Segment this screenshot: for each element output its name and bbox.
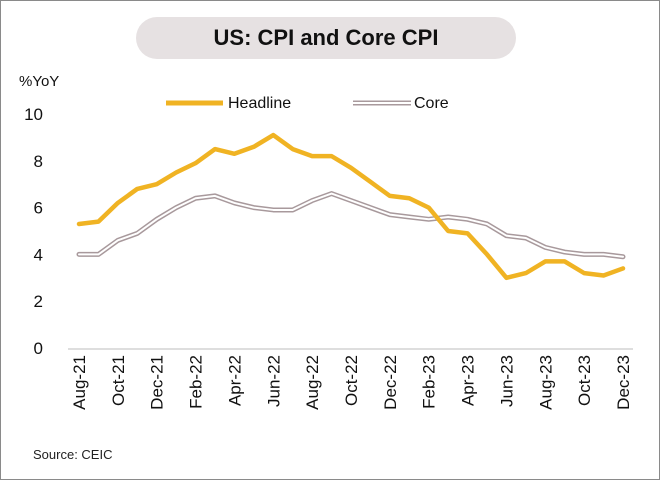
legend-label-core: Core <box>414 95 449 112</box>
x-tick-label: Apr-23 <box>459 355 478 406</box>
y-tick-label: 0 <box>34 339 43 358</box>
y-tick-label: 4 <box>34 245 43 264</box>
x-tick-label: Dec-22 <box>381 355 400 410</box>
x-tick-label: Aug-21 <box>70 355 89 410</box>
series-line-core <box>79 194 623 257</box>
x-axis: Aug-21 Oct-21 Dec-21 Feb-22 Apr-22 Jun-22 Aug-… <box>68 349 633 410</box>
source-note: Source: CEIC <box>33 447 112 462</box>
x-tick-label: Jun-23 <box>497 355 516 407</box>
y-tick-label: 6 <box>34 199 43 218</box>
series-lines <box>79 135 623 278</box>
x-tick-label: Apr-22 <box>225 355 244 406</box>
chart-frame: US: CPI and Core CPI Headline Core %YoY 0… <box>0 0 660 480</box>
y-tick-label: 10 <box>24 105 43 124</box>
cpi-line-chart: Headline Core %YoY 0 2 4 6 8 10 Aug-21 Oct-21 De… <box>1 1 660 481</box>
series-line-headline <box>79 135 623 278</box>
legend-label-headline: Headline <box>228 95 291 112</box>
x-tick-label: Dec-21 <box>148 355 167 410</box>
x-tick-label: Oct-22 <box>342 355 361 406</box>
x-tick-label: Aug-23 <box>536 355 555 410</box>
y-axis: %YoY 0 2 4 6 8 10 <box>19 73 59 358</box>
x-tick-label: Dec-23 <box>614 355 633 410</box>
x-tick-label: Oct-23 <box>575 355 594 406</box>
x-tick-label: Feb-22 <box>187 355 206 409</box>
y-axis-label: %YoY <box>19 73 59 90</box>
legend: Headline Core <box>166 95 449 112</box>
x-tick-label: Oct-21 <box>109 355 128 406</box>
x-tick-label: Jun-22 <box>264 355 283 407</box>
x-tick-label: Aug-22 <box>303 355 322 410</box>
x-tick-label: Feb-23 <box>420 355 439 409</box>
y-tick-label: 2 <box>34 292 43 311</box>
y-tick-label: 8 <box>34 152 43 171</box>
